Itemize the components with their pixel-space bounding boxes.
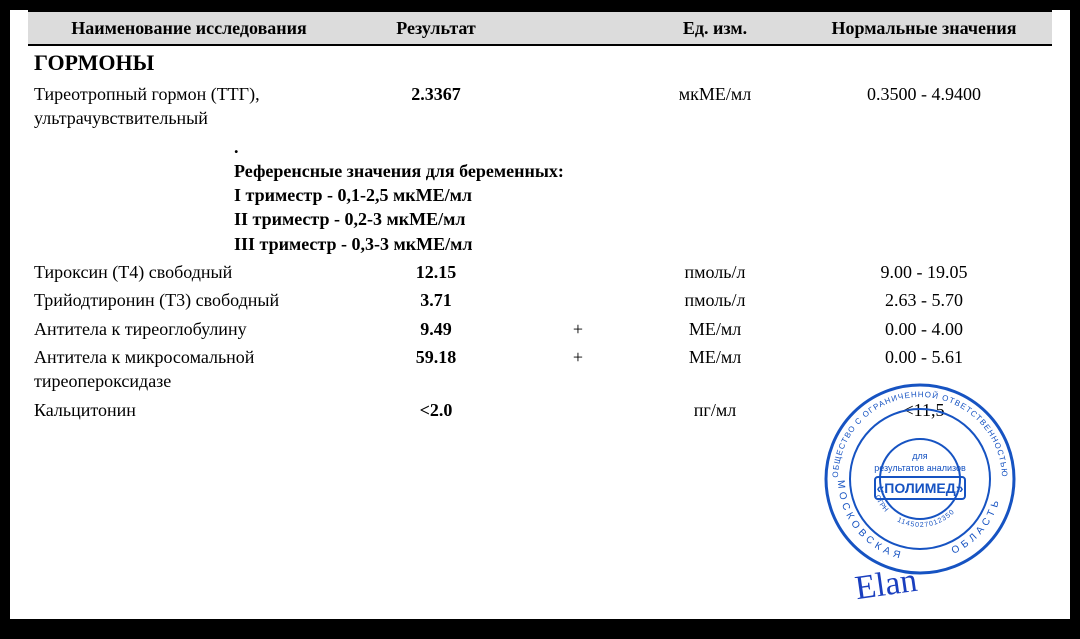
- cell-norm: 2.63 - 5.70: [796, 286, 1052, 314]
- cell-flag: +: [522, 343, 634, 396]
- report-content: Наименование исследования Результат Ед. …: [10, 10, 1070, 424]
- cell-unit: пмоль/л: [634, 286, 796, 314]
- signature: Elan: [853, 562, 920, 608]
- col-header-norm: Нормальные значения: [796, 11, 1052, 45]
- cell-norm: 0.3500 - 4.9400: [796, 80, 1052, 133]
- cell-flag: +: [522, 315, 634, 343]
- stamp-area: ОБЩЕСТВО С ОГРАНИЧЕННОЙ ОТВЕТСТВЕННОСТЬЮ…: [820, 379, 1040, 599]
- cell-name: Антитела к микросомальной тиреопероксида…: [28, 343, 350, 396]
- cell-result: 9.49: [350, 315, 522, 343]
- cell-name: Тиреотропный гормон (ТТГ), ультрачувстви…: [28, 80, 350, 133]
- cell-unit: МЕ/мл: [634, 343, 796, 396]
- cell-unit: мкМЕ/мл: [634, 80, 796, 133]
- cell-result: <2.0: [350, 396, 522, 424]
- cell-norm: 0.00 - 4.00: [796, 315, 1052, 343]
- table-header: Наименование исследования Результат Ед. …: [28, 11, 1052, 45]
- cell-result: 59.18: [350, 343, 522, 396]
- cell-result: 3.71: [350, 286, 522, 314]
- table-row: Антитела к тиреоглобулину 9.49 + МЕ/мл 0…: [28, 315, 1052, 343]
- svg-text:«ПОЛИМЕД»: «ПОЛИМЕД»: [876, 480, 963, 496]
- section-title-row: ГОРМОНЫ: [28, 45, 1052, 80]
- svg-text:для: для: [912, 451, 928, 461]
- cell-result: 2.3367: [350, 80, 522, 133]
- cell-norm: 9.00 - 19.05: [796, 258, 1052, 286]
- col-header-unit: Ед. изм.: [634, 11, 796, 45]
- cell-unit: пг/мл: [634, 396, 796, 424]
- col-header-name: Наименование исследования: [28, 11, 350, 45]
- cell-unit: МЕ/мл: [634, 315, 796, 343]
- cell-flag: [522, 258, 634, 286]
- ref-title: Референсные значения для беременных:: [234, 159, 1046, 183]
- table-row: Тироксин (Т4) свободный 12.15 пмоль/л 9.…: [28, 258, 1052, 286]
- cell-name: Антитела к тиреоглобулину: [28, 315, 350, 343]
- svg-text:ОГРН: ОГРН: [873, 494, 889, 513]
- cell-unit: пмоль/л: [634, 258, 796, 286]
- ref-line: II триместр - 0,2-3 мкМЕ/мл: [234, 207, 1046, 231]
- cell-flag: [522, 286, 634, 314]
- ref-line: I триместр - 0,1-2,5 мкМЕ/мл: [234, 183, 1046, 207]
- cell-flag: [522, 396, 634, 424]
- svg-text:результатов анализов: результатов анализов: [874, 463, 966, 473]
- cell-name: Кальцитонин: [28, 396, 350, 424]
- results-table: Наименование исследования Результат Ед. …: [28, 10, 1052, 424]
- document-page: Наименование исследования Результат Ед. …: [10, 10, 1070, 619]
- cell-name: Тироксин (Т4) свободный: [28, 258, 350, 286]
- cell-result: 12.15: [350, 258, 522, 286]
- stamp-icon: ОБЩЕСТВО С ОГРАНИЧЕННОЙ ОТВЕТСТВЕННОСТЬЮ…: [820, 379, 1020, 579]
- ref-line: III триместр - 0,3-3 мкМЕ/мл: [234, 232, 1046, 256]
- section-title: ГОРМОНЫ: [28, 45, 1052, 80]
- reference-row: . Референсные значения для беременных: I…: [28, 133, 1052, 258]
- svg-text:ОБЛАСТЬ: ОБЛАСТЬ: [950, 496, 1003, 557]
- cell-flag: [522, 80, 634, 133]
- table-row: Тиреотропный гормон (ТТГ), ультрачувстви…: [28, 80, 1052, 133]
- ref-dot: .: [234, 135, 1046, 159]
- reference-block: . Референсные значения для беременных: I…: [28, 133, 1052, 258]
- cell-name: Трийодтиронин (Т3) свободный: [28, 286, 350, 314]
- col-header-result: Результат: [350, 11, 522, 45]
- table-row: Трийодтиронин (Т3) свободный 3.71 пмоль/…: [28, 286, 1052, 314]
- col-header-flag: [522, 11, 634, 45]
